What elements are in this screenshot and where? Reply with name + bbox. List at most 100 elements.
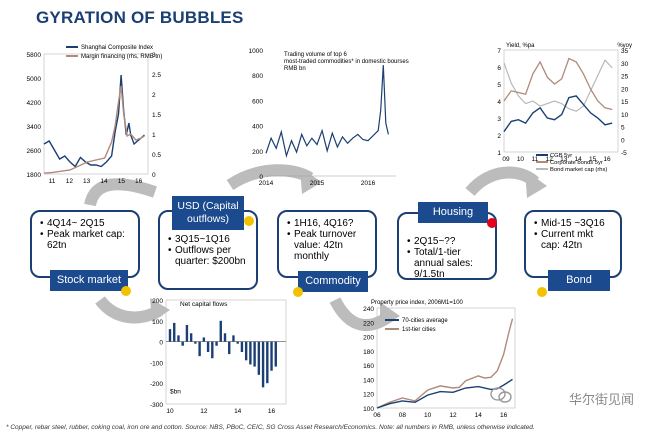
stage-bullet: Total/1-tier annual sales: 9/1.5tn bbox=[407, 247, 489, 280]
y-tick-label: 0 bbox=[159, 340, 163, 347]
x-tick-label: 12 bbox=[200, 408, 208, 415]
stage-bullet: Peak market cap: 62tn bbox=[40, 229, 132, 251]
legend-label: Margin financing (rhs, RMB tn) bbox=[81, 54, 162, 60]
bar bbox=[240, 341, 244, 352]
y-tick-label: 4200 bbox=[27, 100, 42, 107]
x-tick-label: 11 bbox=[531, 156, 538, 163]
y2-tick-label: 2 bbox=[152, 92, 156, 99]
y2-tick-label: 10 bbox=[621, 112, 629, 119]
bar bbox=[185, 324, 189, 342]
y-tick-label: 2 bbox=[497, 133, 501, 140]
y-tick-label: 100 bbox=[363, 406, 374, 413]
status-dot-yellow bbox=[121, 286, 131, 296]
y-tick-label: 220 bbox=[363, 320, 374, 327]
bar bbox=[236, 341, 239, 344]
series-line-cgb bbox=[503, 95, 613, 133]
stage-bullet: 4Q14~ 2Q15 bbox=[40, 218, 132, 229]
y2-tick-label: 20 bbox=[621, 86, 629, 93]
stage-stock-label: Stock market bbox=[50, 270, 128, 291]
arrow-stock-to-usd bbox=[84, 178, 157, 207]
y-tick-label: 240 bbox=[363, 306, 374, 313]
bar bbox=[219, 320, 222, 342]
chart-caption-line: RMB bn bbox=[284, 66, 306, 72]
y-tick-label: 6 bbox=[497, 65, 501, 72]
y-tick-label: 1 bbox=[497, 150, 501, 157]
y-tick-label: 400 bbox=[252, 124, 263, 131]
x-tick-label: 2014 bbox=[259, 180, 274, 187]
footnote: * Copper, rebar steel, rubber, coking co… bbox=[6, 424, 535, 431]
status-dot-yellow bbox=[537, 287, 547, 297]
legend-label: Shanghai Composite Index bbox=[81, 45, 153, 51]
y-tick-label: 180 bbox=[363, 349, 374, 356]
bar bbox=[244, 341, 248, 361]
y-tick-label: 5000 bbox=[27, 76, 42, 83]
bar bbox=[228, 341, 231, 355]
stage-housing-label: Housing bbox=[418, 202, 488, 223]
y-tick-label: -100 bbox=[150, 360, 163, 367]
y2-tick-label: 15 bbox=[621, 99, 629, 106]
x-tick-label: 14 bbox=[100, 178, 108, 185]
x-tick-label: 16 bbox=[500, 412, 508, 419]
y-tick-label: -300 bbox=[150, 402, 163, 409]
y2-tick-label: 5 bbox=[621, 125, 625, 132]
x-tick-label: 10 bbox=[517, 156, 525, 163]
x-tick-label: 12 bbox=[546, 156, 554, 163]
chart-header: Property price index, 2006M1=100 bbox=[371, 300, 464, 306]
x-tick-label: 13 bbox=[83, 178, 91, 185]
x-tick-label: 16 bbox=[135, 178, 143, 185]
status-dot-yellow bbox=[244, 216, 254, 226]
y-tick-label: 160 bbox=[363, 363, 374, 370]
y-tick-label: 140 bbox=[363, 377, 374, 384]
x-tick-label: 09 bbox=[502, 156, 510, 163]
y-tick-label: 5 bbox=[497, 82, 501, 89]
bar bbox=[261, 341, 265, 388]
chart-caption-line: most-traded commodities* in domestic bou… bbox=[284, 59, 409, 65]
arrow-head-housing-to-bond bbox=[525, 170, 547, 198]
x-tick-label: 06 bbox=[373, 412, 381, 419]
x-tick-label: 2015 bbox=[310, 180, 325, 187]
y-tick-label: 3400 bbox=[27, 124, 42, 131]
legend-label: Bond market cap (rhs) bbox=[550, 167, 607, 173]
bar bbox=[249, 341, 252, 365]
chart-caption-line: Trading volume of top 6 bbox=[284, 52, 347, 58]
series-line-volume bbox=[265, 65, 389, 159]
series-line-corporate bbox=[503, 57, 613, 111]
legend-label: 1st-tier cities bbox=[402, 327, 436, 333]
stage-usd-label: USD (Capital outflows) bbox=[172, 196, 244, 230]
bar bbox=[168, 329, 172, 342]
bar bbox=[198, 341, 201, 357]
y-tick-label: 0 bbox=[259, 174, 263, 181]
y-tick-label: 100 bbox=[152, 319, 163, 326]
stage-bullet: Outflows per quarter: $200bn bbox=[168, 245, 250, 267]
y-tick-label: 200 bbox=[152, 298, 163, 305]
x-tick-label: 13 bbox=[560, 156, 568, 163]
unit-label: $bn bbox=[170, 389, 181, 396]
legend-label: CGB 5yr bbox=[550, 153, 572, 159]
bar bbox=[202, 337, 206, 342]
stage-bullet: Mid-15 ~3Q16 bbox=[534, 218, 614, 229]
series-line-bond-cap bbox=[503, 59, 613, 112]
y2-tick-label: -5 bbox=[621, 150, 627, 157]
legend-label: 70-cities average bbox=[402, 318, 448, 324]
series-line-shanghai bbox=[43, 74, 145, 168]
y-tick-label: 5800 bbox=[27, 52, 42, 59]
x-tick-label: 14 bbox=[234, 408, 242, 415]
x-tick-label: 16 bbox=[268, 408, 276, 415]
bar bbox=[257, 341, 261, 375]
bar bbox=[177, 335, 180, 342]
axis-header-right: %yoy bbox=[617, 43, 632, 49]
stage-bullet: Current mkt cap: 42tn bbox=[534, 229, 614, 251]
bar bbox=[215, 341, 218, 346]
status-dot-red bbox=[487, 218, 497, 228]
y-tick-label: 200 bbox=[252, 149, 263, 156]
x-tick-label: 10 bbox=[166, 408, 174, 415]
arrow-head-stock-to-capital bbox=[150, 298, 170, 322]
page-title: GYRATION OF BUBBLES bbox=[36, 8, 244, 27]
y-tick-label: 7 bbox=[497, 48, 501, 55]
legend-label: Net capital flows bbox=[180, 301, 228, 308]
stage-housing-box: 2Q15~?? Total/1-tier annual sales: 9/1.5… bbox=[397, 212, 497, 280]
